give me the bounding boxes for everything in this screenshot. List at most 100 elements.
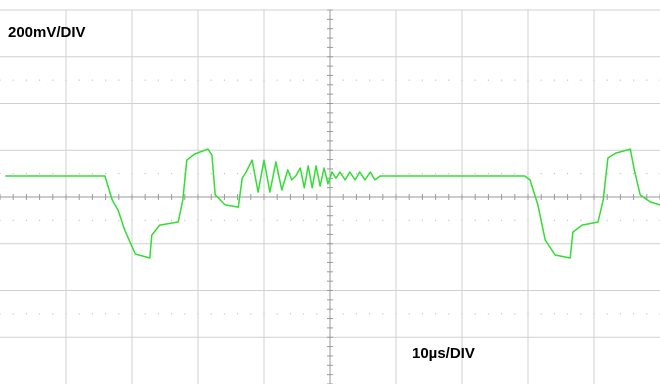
grid-dot [619, 313, 622, 315]
grid-dot [646, 79, 648, 81]
grid-dot [250, 313, 252, 315]
grid-dot [501, 219, 503, 221]
grid-dot [197, 219, 199, 221]
grid-dot [435, 173, 437, 175]
grid-dot [527, 173, 529, 175]
grid-dot [210, 219, 212, 221]
grid-dot [210, 173, 212, 175]
grid-dot [65, 219, 67, 221]
grid-dot [606, 79, 608, 81]
grid-dot [580, 313, 582, 315]
grid-dot [0, 313, 1, 315]
grid-dot [527, 79, 529, 81]
grid-dot [646, 173, 648, 175]
grid-dot [487, 313, 489, 315]
grid-dot [448, 219, 450, 221]
grid-dot [65, 173, 67, 175]
grid-dot [263, 79, 265, 81]
grid-dot [540, 313, 542, 315]
grid-dot [250, 79, 252, 81]
grid-dot [171, 173, 173, 175]
grid-dot [567, 79, 569, 81]
grid-dot [105, 219, 107, 221]
grid-dot [448, 79, 450, 81]
grid-dot [250, 219, 252, 221]
grid-dot [276, 173, 278, 175]
grid-dot [355, 313, 357, 315]
grid-dot [157, 173, 159, 175]
grid-dot [303, 219, 305, 221]
grid-dot [646, 313, 648, 315]
grid-dot [514, 173, 516, 175]
grid-dot [105, 173, 107, 175]
grid-dot [39, 313, 41, 315]
grid-dot [408, 219, 410, 221]
grid-dot [369, 79, 371, 81]
grid-dot [316, 79, 318, 81]
grid-dot [118, 173, 120, 175]
grid-dot [303, 173, 305, 175]
grid-dot [580, 173, 582, 175]
grid-dot [289, 79, 291, 81]
grid-dot [355, 219, 357, 221]
grid-dot [197, 79, 199, 81]
grid-dot [421, 313, 423, 315]
grid-dot [501, 313, 503, 315]
grid-dot [342, 79, 344, 81]
grid-dot [553, 219, 556, 221]
grid-dot [118, 79, 120, 81]
grid-dot [461, 79, 463, 81]
grid-dot [461, 219, 463, 221]
grid-dot [540, 79, 542, 81]
grid-dot [105, 79, 107, 81]
grid-dot [25, 173, 27, 175]
grid-dot [474, 219, 476, 221]
grid-dot [633, 79, 635, 81]
grid-dot [184, 79, 186, 81]
grid-dot [12, 219, 14, 221]
grid-dot [25, 313, 27, 315]
grid-dot [342, 313, 344, 315]
grid-dot [329, 219, 331, 221]
grid-dot [382, 313, 384, 315]
grid-dot [289, 219, 291, 221]
grid-dot [421, 79, 423, 81]
vertical-scale-label: 200mV/DIV [8, 24, 86, 41]
grid-dot [210, 313, 212, 315]
grid-dot [606, 219, 608, 221]
grid-dot [646, 219, 648, 221]
grid-dot [593, 313, 595, 315]
grid-dot [448, 313, 450, 315]
grid-dot [474, 173, 476, 175]
grid-dot [619, 219, 622, 221]
grid-dot [619, 173, 622, 175]
grid-dot [527, 313, 529, 315]
grid-dot [52, 173, 54, 175]
grid-dot [369, 219, 371, 221]
grid-dot [223, 79, 225, 81]
grid-dot [289, 313, 291, 315]
grid-dot [382, 79, 384, 81]
grid-dot [25, 219, 27, 221]
grid-dot [276, 219, 278, 221]
grid-dot [0, 79, 1, 81]
grid-dot [263, 173, 265, 175]
grid-dot [78, 219, 80, 221]
grid-dot [567, 173, 569, 175]
grid-dot [171, 79, 173, 81]
grid-dot [514, 219, 516, 221]
grid [0, 9, 660, 384]
grid-dot [237, 79, 239, 81]
grid-dot [184, 219, 186, 221]
trace [5, 148, 660, 259]
grid-dot [474, 313, 476, 315]
grid-dot [65, 313, 67, 315]
grid-dot [250, 173, 252, 175]
grid-dot [157, 313, 159, 315]
grid-dot [580, 219, 582, 221]
grid-dot [395, 313, 397, 315]
grid-dot [501, 173, 503, 175]
grid-dot [0, 219, 1, 221]
grid-dot [540, 173, 542, 175]
